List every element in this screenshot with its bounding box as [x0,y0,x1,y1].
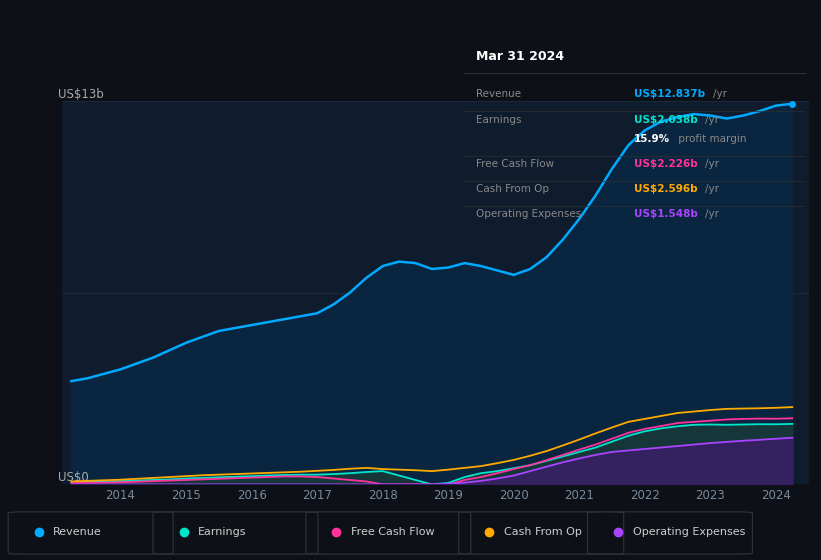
Text: US$2.038b: US$2.038b [635,115,698,125]
Text: Operating Expenses: Operating Expenses [632,527,745,537]
Text: /yr: /yr [713,89,727,99]
Text: US$1.548b: US$1.548b [635,208,698,218]
Text: /yr: /yr [705,115,719,125]
Text: Revenue: Revenue [53,527,102,537]
Text: US$0: US$0 [57,472,89,484]
Text: US$2.596b: US$2.596b [635,184,698,194]
Text: Revenue: Revenue [476,89,521,99]
Text: Free Cash Flow: Free Cash Flow [476,159,554,169]
Text: Cash From Op: Cash From Op [476,184,548,194]
Text: Operating Expenses: Operating Expenses [476,208,581,218]
Text: US$12.837b: US$12.837b [635,89,705,99]
Text: Earnings: Earnings [198,527,246,537]
Text: /yr: /yr [705,159,719,169]
Text: profit margin: profit margin [675,134,746,144]
Text: Free Cash Flow: Free Cash Flow [351,527,434,537]
Text: US$2.226b: US$2.226b [635,159,698,169]
Text: US$13b: US$13b [57,88,103,101]
Text: 15.9%: 15.9% [635,134,671,144]
Text: Earnings: Earnings [476,115,521,125]
Text: Cash From Op: Cash From Op [504,527,582,537]
Text: Mar 31 2024: Mar 31 2024 [476,49,564,63]
Text: /yr: /yr [705,184,719,194]
Text: /yr: /yr [705,208,719,218]
